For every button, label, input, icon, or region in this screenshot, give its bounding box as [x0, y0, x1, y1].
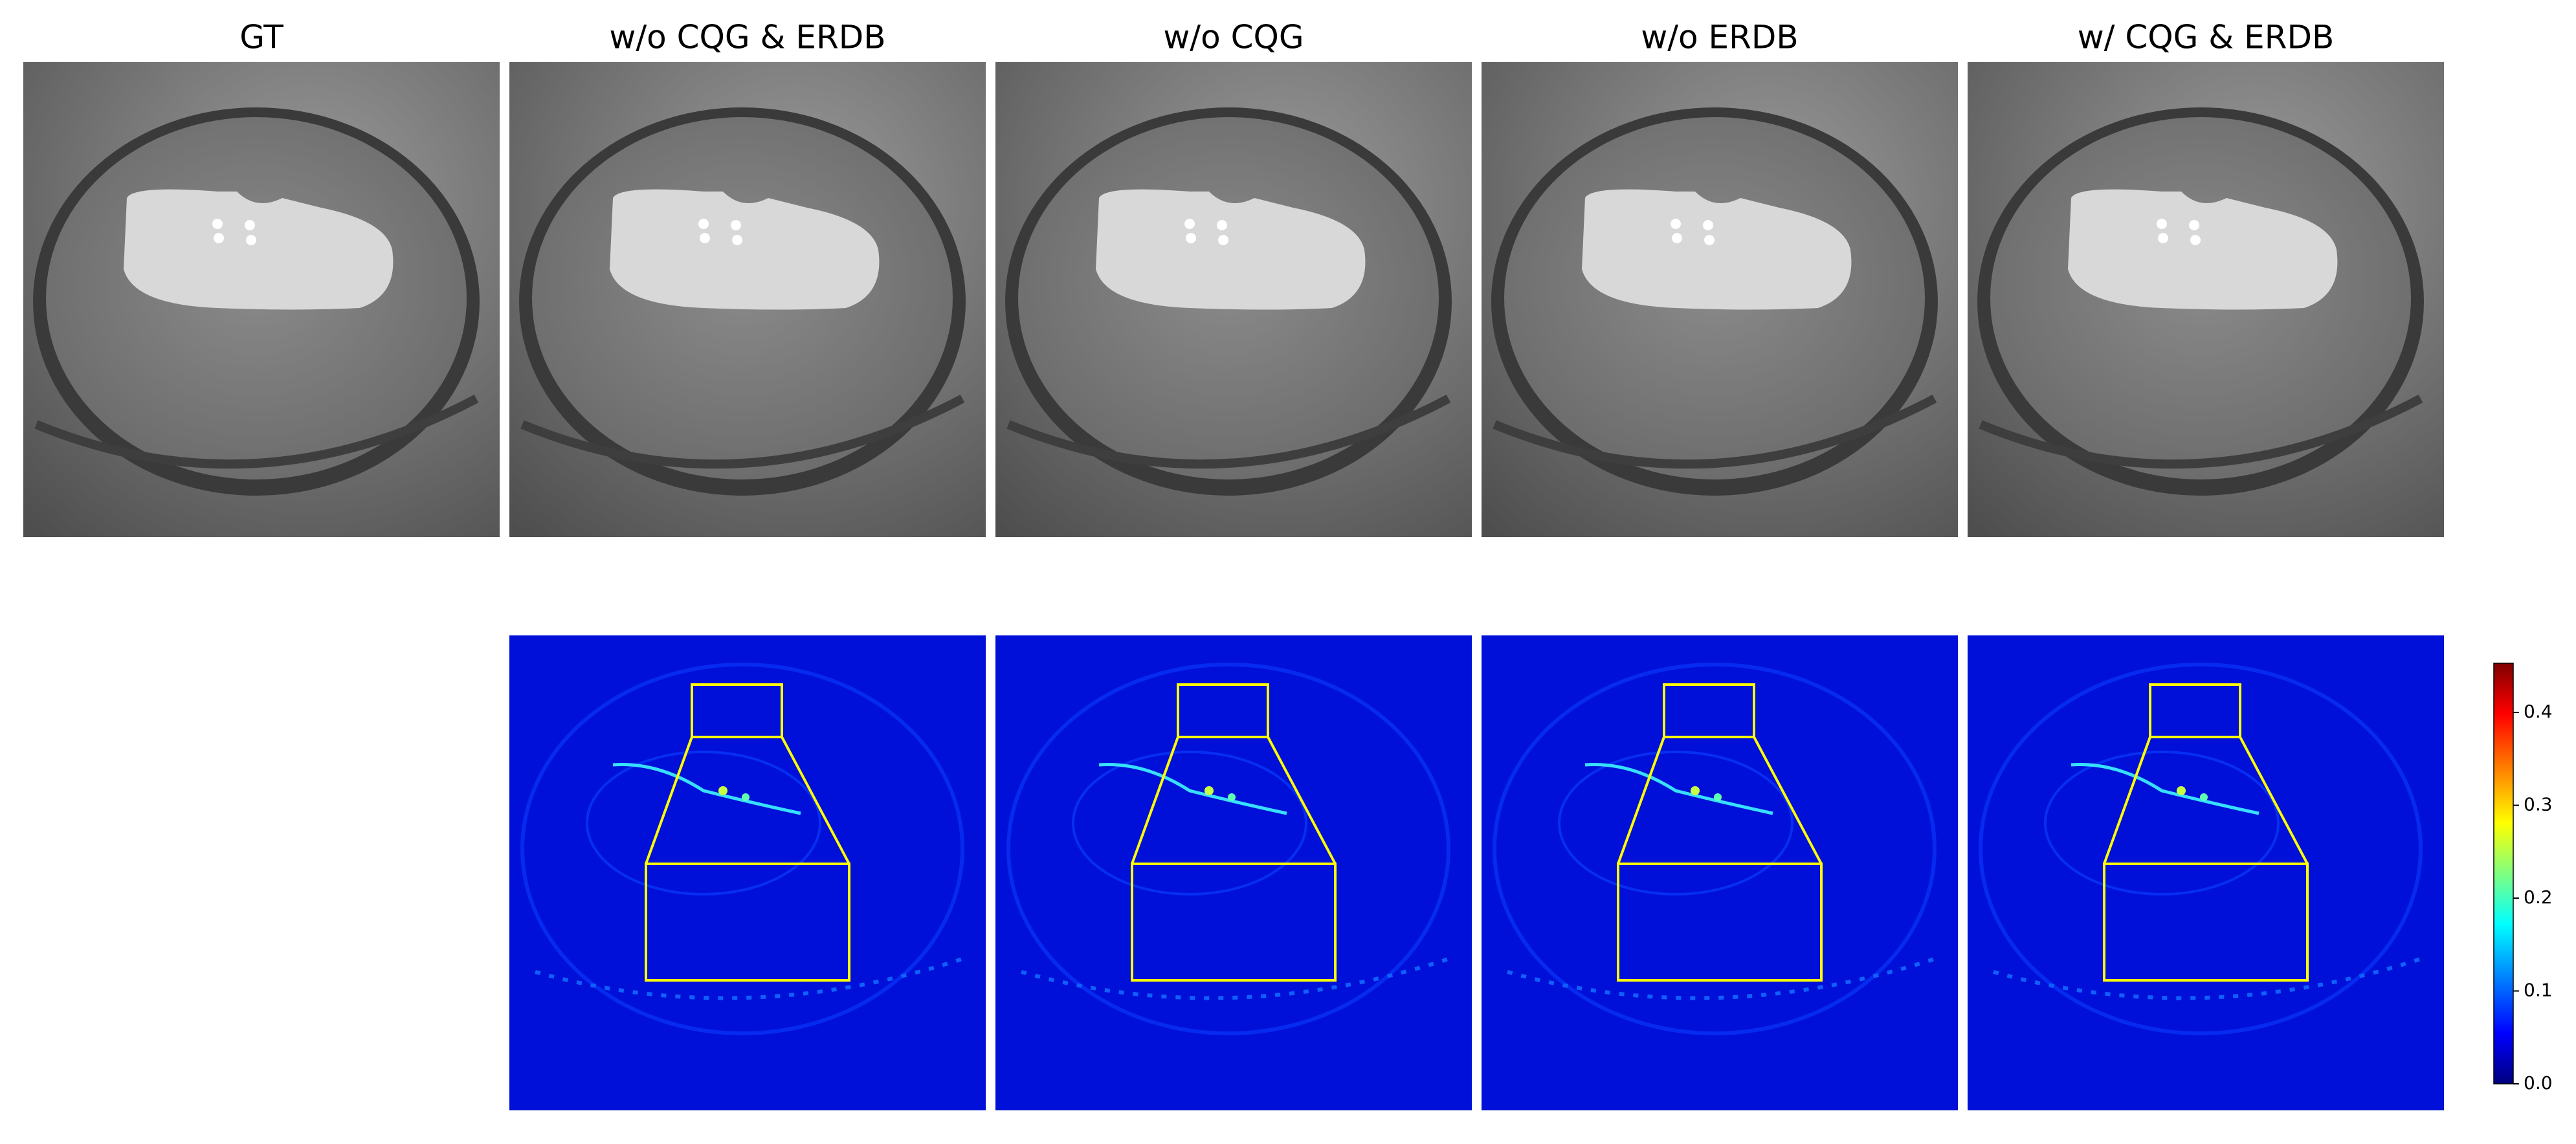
column-title: GT: [239, 19, 283, 56]
colorbar-tick-label: 0.3: [2524, 794, 2553, 815]
result-image: [509, 62, 986, 537]
result-image: [995, 62, 1472, 537]
column-title: w/o CQG & ERDB: [609, 19, 885, 56]
result-image: [1482, 62, 1958, 537]
column-title: w/ CQG & ERDB: [2078, 19, 2335, 56]
colorbar-tick-label: 0.4: [2524, 701, 2553, 722]
colorbar: [2493, 663, 2514, 1084]
error-map: [509, 635, 986, 1110]
error-map: [1968, 635, 2444, 1110]
colorbar-tick-label: 0.1: [2524, 980, 2553, 1001]
column-title: w/o ERDB: [1641, 19, 1798, 56]
error-map: [1482, 635, 1958, 1110]
result-image: [1968, 62, 2444, 537]
colorbar-tick-label: 0.0: [2524, 1072, 2553, 1094]
colorbar-tick-label: 0.2: [2524, 886, 2553, 908]
error-map: [995, 635, 1472, 1110]
column-title: w/o CQG: [1163, 19, 1304, 56]
result-image: [23, 62, 500, 537]
